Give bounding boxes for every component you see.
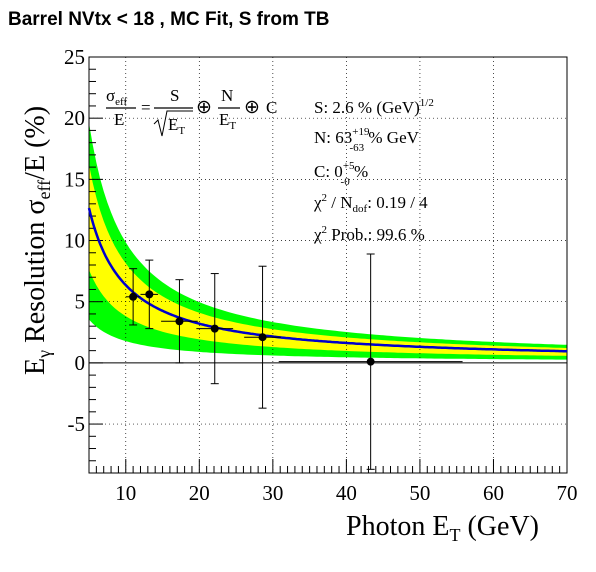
uncertainty-bands bbox=[89, 122, 567, 360]
stat-s: S: 2.6 % (GeV)1/2 bbox=[314, 97, 434, 117]
formula-lhs-num: σeff bbox=[106, 86, 128, 108]
y-tick-label: 25 bbox=[64, 45, 85, 69]
formula-sqrt-arg: ET bbox=[168, 115, 185, 137]
grid-lines bbox=[89, 57, 567, 473]
y-tick-label: 20 bbox=[64, 106, 85, 130]
formula-oplus-1: ⊕ bbox=[196, 97, 212, 118]
y-tick-label: 0 bbox=[75, 351, 86, 375]
data-point bbox=[196, 273, 234, 385]
outer-band bbox=[89, 122, 567, 360]
x-tick-label: 30 bbox=[262, 481, 283, 505]
formula-c: C bbox=[266, 98, 277, 117]
fit-stats: S: 2.6 % (GeV)1/2 N: 63+19 -63 % GeV C: 0… bbox=[313, 97, 434, 244]
y-axis-label: Eγ Resolution σeff/E (%) bbox=[20, 106, 54, 375]
point-marker bbox=[366, 357, 375, 366]
formula-s: S bbox=[170, 86, 179, 105]
data-point bbox=[125, 268, 141, 326]
y-tick-label: 10 bbox=[64, 229, 85, 253]
fit-curve bbox=[87, 207, 567, 353]
x-tick-label: 10 bbox=[115, 481, 136, 505]
formula-n-den: ET bbox=[219, 110, 236, 132]
fit-formula: σeff E = S ET ⊕ N ET ⊕ C bbox=[106, 86, 277, 137]
stat-prob: χ2 Prob.: 99.6 % bbox=[313, 224, 425, 244]
formula-n: N bbox=[221, 86, 233, 105]
x-tick-label: 50 bbox=[409, 481, 430, 505]
chart-title: Barrel NVtx < 18 , MC Fit, S from TB bbox=[8, 9, 330, 30]
x-tick-label: 70 bbox=[557, 481, 578, 505]
formula-lhs-den: E bbox=[114, 110, 124, 129]
axis-ticks bbox=[88, 56, 568, 474]
data-point bbox=[244, 265, 281, 409]
formula-oplus-2: ⊕ bbox=[244, 97, 260, 118]
data-point bbox=[140, 259, 159, 330]
x-axis-label: Photon ET (GeV) bbox=[346, 511, 539, 545]
x-tick-label: 40 bbox=[336, 481, 357, 505]
x-tick-label: 60 bbox=[483, 481, 504, 505]
tick-labels: 10 20 30 40 50 60 70 -5 0 5 10 15 20 25 bbox=[64, 45, 578, 505]
point-marker bbox=[210, 324, 219, 333]
y-tick-label: 15 bbox=[64, 167, 85, 191]
y-tick-label: 5 bbox=[75, 290, 86, 314]
point-marker bbox=[129, 292, 138, 301]
formula-eq: = bbox=[141, 98, 151, 117]
stat-c: C: 0+5 -0 % bbox=[314, 160, 368, 188]
data-point bbox=[278, 253, 463, 470]
x-tick-label: 20 bbox=[189, 481, 210, 505]
data-point bbox=[161, 279, 198, 364]
point-marker bbox=[145, 290, 154, 299]
point-marker bbox=[258, 333, 267, 342]
stat-n: N: 63+19 -63 % GeV bbox=[314, 126, 420, 154]
point-marker bbox=[175, 317, 184, 326]
y-tick-label: -5 bbox=[68, 412, 86, 436]
data-points bbox=[125, 253, 463, 470]
plot-frame bbox=[88, 56, 568, 474]
stat-chi2: χ2 / Ndof: 0.19 / 4 bbox=[313, 192, 428, 215]
